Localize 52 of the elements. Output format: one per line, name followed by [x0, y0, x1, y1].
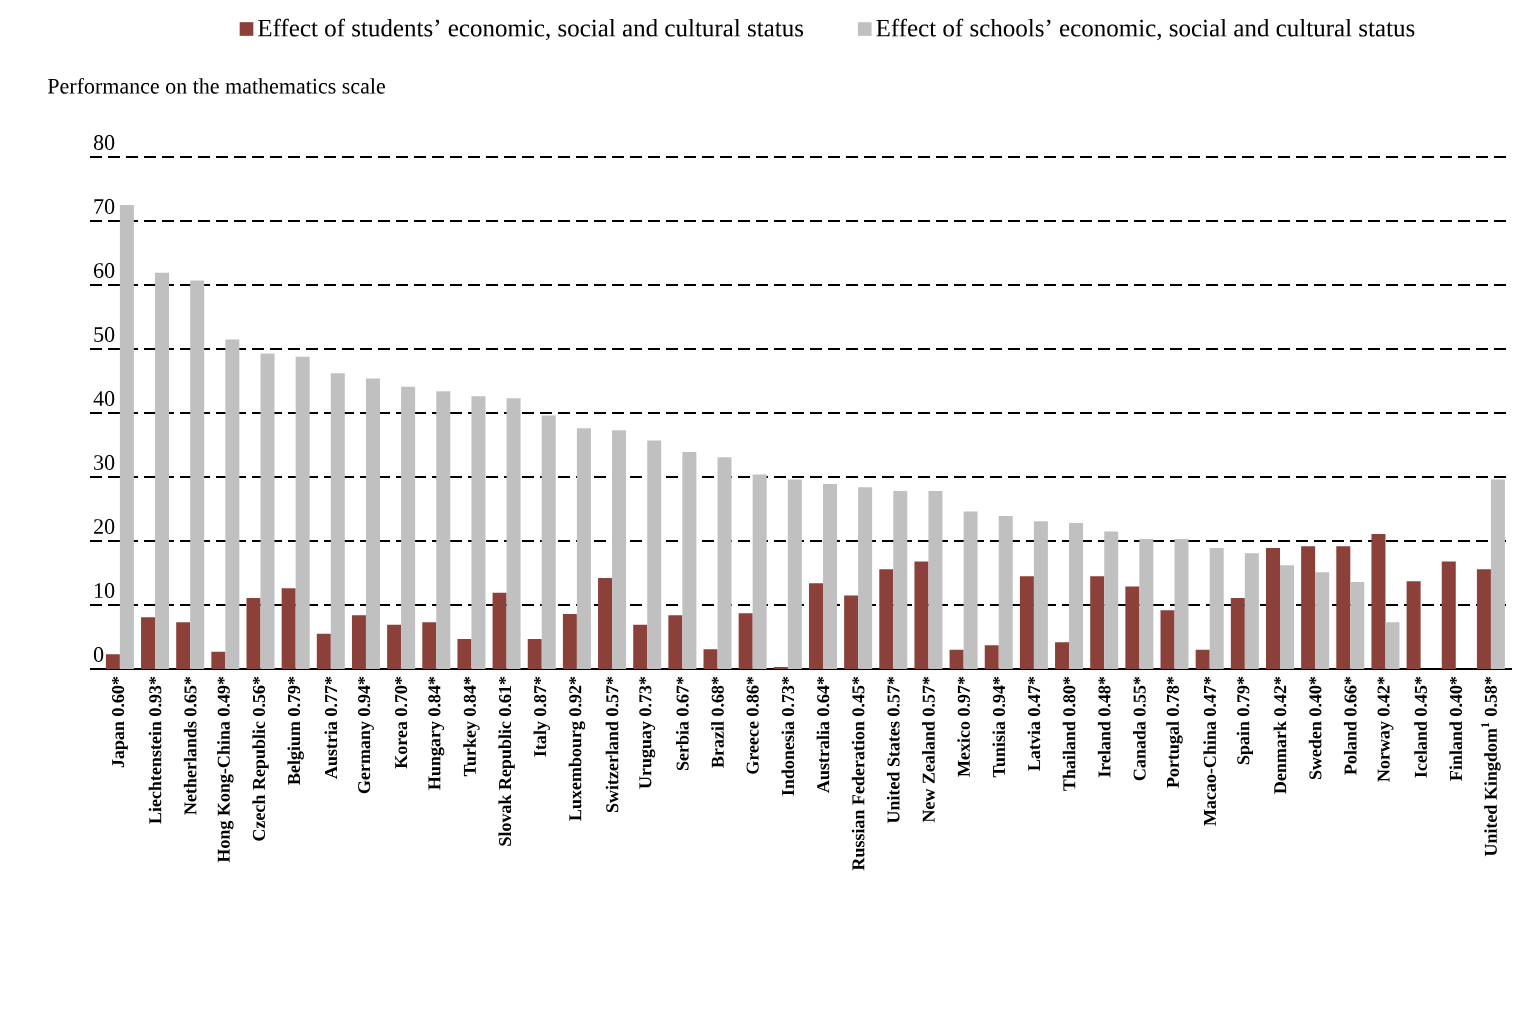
x-tick-label: Switzerland 0.57*: [605, 676, 619, 813]
x-tick-label: Sweden 0.40*: [1308, 676, 1322, 780]
x-tick-label: United Kingdom$^{1}$ 0.58*: [1481, 676, 1501, 857]
x-tick-label: Uruguay 0.73*: [639, 676, 656, 789]
x-tick-label: Liechtenstein 0.93*: [148, 676, 162, 824]
y-tick-label: 20: [94, 519, 115, 534]
x-tick-label: Tunisia 0.94*: [992, 676, 1006, 778]
x-tick-label: Netherlands 0.65*: [183, 676, 197, 815]
x-tick-label: Serbia 0.67*: [676, 676, 689, 771]
x-tick-label: Australia 0.64*: [816, 676, 830, 793]
x-tick-label: Hungary 0.84*: [428, 676, 445, 790]
x-tick-label: Denmark 0.42*: [1273, 676, 1287, 794]
legend-label: Effect of students’ economic, social and cultural status: [258, 18, 804, 41]
x-tick-label: Poland 0.66*: [1343, 676, 1357, 775]
x-tick-label: Finland 0.40*: [1449, 676, 1463, 781]
x-tick-label: Russian Federation 0.45*: [851, 676, 865, 871]
x-tick-label: Thailand 0.80*: [1062, 676, 1076, 791]
x-tick-label: Czech Republic 0.56*: [252, 676, 269, 841]
y-tick-label: 70: [94, 199, 115, 214]
x-tick-label: Korea 0.70*: [395, 676, 408, 769]
x-tick-label: Canada 0.55*: [1133, 676, 1146, 781]
x-tick-label: Japan 0.60*: [111, 676, 128, 768]
x-tick-label: Slovak Republic 0.61*: [498, 676, 515, 846]
x-tick-label: Hong Kong-China 0.49*: [217, 676, 234, 863]
x-tick-label: Brazil 0.68*: [711, 676, 724, 768]
x-tick-label: Italy 0.87*: [533, 676, 550, 757]
y-tick-label: 10: [95, 583, 115, 598]
x-tick-label: Norway 0.42*: [1377, 676, 1394, 782]
y-axis-title: Performance on the mathematics scale: [47, 77, 385, 94]
x-tick-label: Spain 0.79*: [1236, 676, 1253, 765]
x-tick-label: Belgium 0.79*: [287, 676, 304, 785]
x-tick-label: Iceland 0.45*: [1414, 676, 1427, 778]
x-tick-label: Turkey 0.84*: [463, 676, 480, 777]
x-tick-label: Austria 0.77*: [324, 676, 338, 779]
y-tick-label: 80: [93, 135, 115, 150]
y-tick-label: 50: [94, 327, 115, 342]
x-tick-label: Germany 0.94*: [358, 676, 374, 794]
y-tick-label: 40: [93, 391, 115, 406]
y-tick-label: 0: [93, 647, 104, 662]
x-tick-label: Macao-China 0.47*: [1203, 676, 1217, 826]
y-tick-label: 60: [94, 263, 115, 278]
x-tick-label: Mexico 0.97*: [957, 676, 970, 777]
x-tick-label: Portugal 0.78*: [1166, 676, 1183, 788]
x-tick-label: Luxembourg 0.92*: [568, 676, 586, 821]
legend-label: Effect of schools’ economic, social and cultural status: [876, 18, 1415, 41]
x-tick-label: United States 0.57*: [886, 676, 900, 824]
y-tick-label: 30: [94, 455, 115, 470]
x-tick-label: Greece 0.86*: [746, 676, 759, 774]
x-tick-label: New Zealand 0.57*: [922, 676, 935, 823]
x-tick-label: Ireland 0.48*: [1097, 676, 1111, 778]
x-tick-label: Indonesia 0.73*: [781, 676, 795, 796]
x-tick-label: Latvia 0.47*: [1027, 676, 1041, 771]
